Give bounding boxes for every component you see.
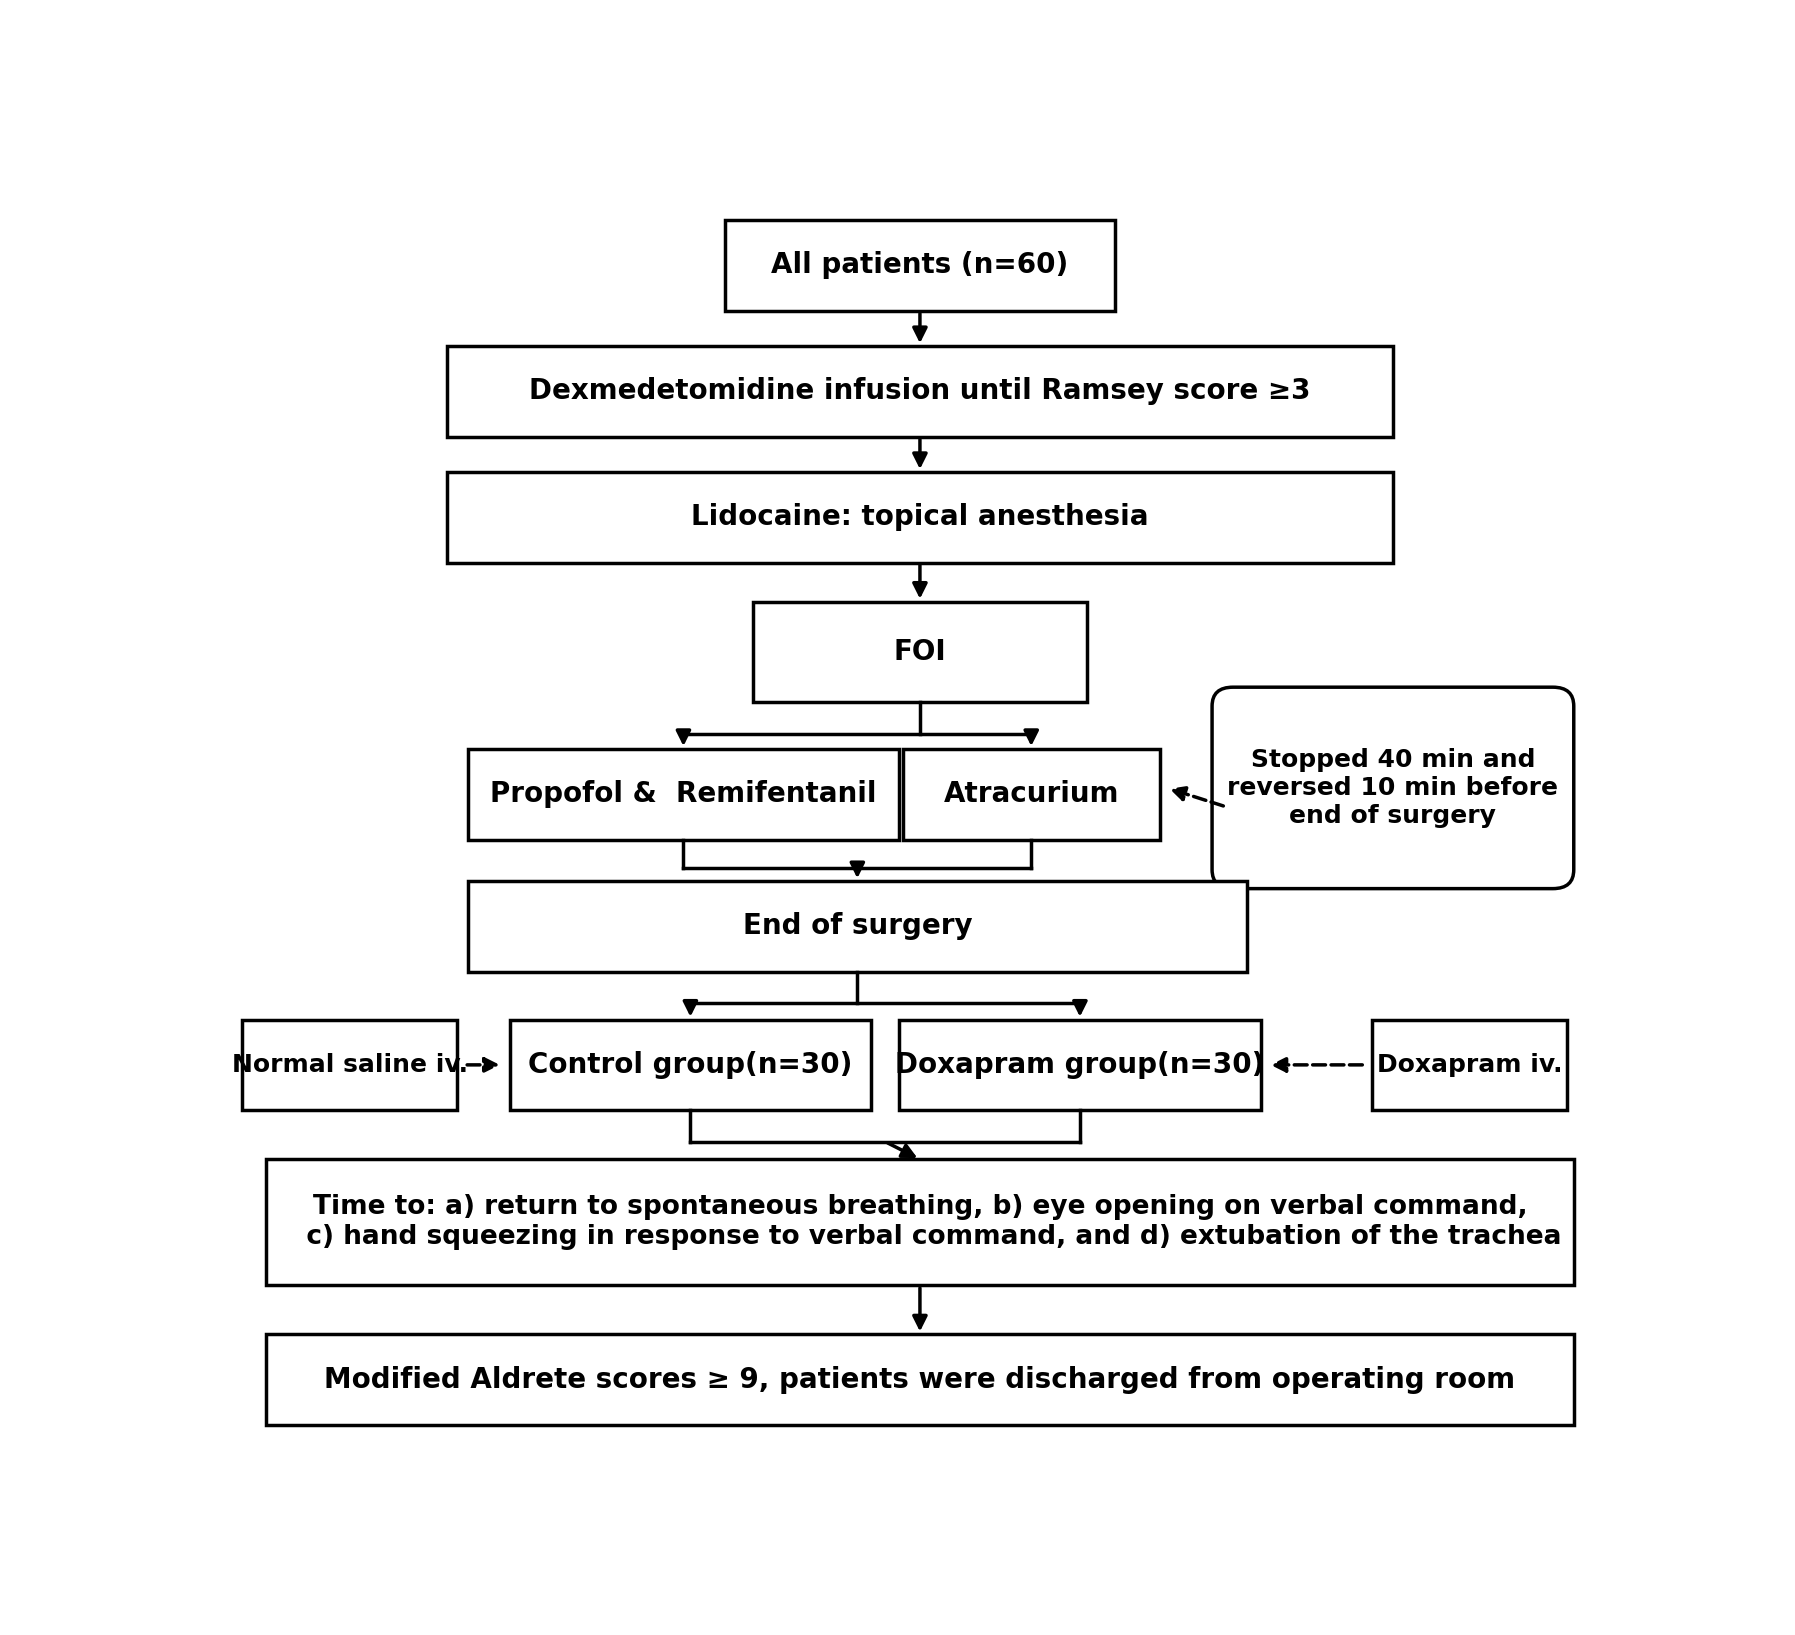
FancyBboxPatch shape <box>447 473 1393 562</box>
FancyBboxPatch shape <box>1212 687 1574 888</box>
FancyBboxPatch shape <box>903 749 1160 839</box>
FancyBboxPatch shape <box>754 602 1088 703</box>
Text: Stopped 40 min and
reversed 10 min before
end of surgery: Stopped 40 min and reversed 10 min befor… <box>1228 749 1558 827</box>
Text: Atracurium: Atracurium <box>944 780 1118 808</box>
Text: FOI: FOI <box>894 638 946 665</box>
FancyBboxPatch shape <box>1371 1020 1567 1110</box>
Text: Propofol &  Remifentanil: Propofol & Remifentanil <box>490 780 876 808</box>
FancyBboxPatch shape <box>242 1020 458 1110</box>
FancyBboxPatch shape <box>510 1020 871 1110</box>
FancyBboxPatch shape <box>266 1334 1574 1426</box>
Text: Lidocaine: topical anesthesia: Lidocaine: topical anesthesia <box>691 504 1149 531</box>
Text: Normal saline iv.: Normal saline iv. <box>232 1053 467 1077</box>
Text: Dexmedetomidine infusion until Ramsey score ≥3: Dexmedetomidine infusion until Ramsey sc… <box>530 378 1310 405</box>
Text: Doxapram group(n=30): Doxapram group(n=30) <box>896 1051 1265 1079</box>
FancyBboxPatch shape <box>468 881 1248 971</box>
FancyBboxPatch shape <box>266 1159 1574 1285</box>
Text: End of surgery: End of surgery <box>743 912 973 940</box>
Text: Control group(n=30): Control group(n=30) <box>528 1051 853 1079</box>
FancyBboxPatch shape <box>899 1020 1260 1110</box>
FancyBboxPatch shape <box>725 221 1115 311</box>
FancyBboxPatch shape <box>447 347 1393 437</box>
Text: Modified Aldrete scores ≥ 9, patients were discharged from operating room: Modified Aldrete scores ≥ 9, patients we… <box>325 1365 1515 1393</box>
Text: All patients (n=60): All patients (n=60) <box>772 252 1068 280</box>
FancyBboxPatch shape <box>468 749 899 839</box>
Text: Doxapram iv.: Doxapram iv. <box>1377 1053 1562 1077</box>
Text: Time to: a) return to spontaneous breathing, b) eye opening on verbal command,
 : Time to: a) return to spontaneous breath… <box>278 1194 1562 1251</box>
